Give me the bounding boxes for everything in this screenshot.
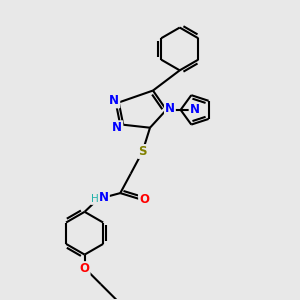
Text: H: H [91, 194, 99, 204]
Text: N: N [165, 102, 175, 115]
Text: S: S [138, 145, 147, 158]
Text: O: O [80, 262, 90, 275]
Text: N: N [109, 94, 119, 107]
Text: N: N [190, 103, 200, 116]
Text: N: N [99, 191, 109, 204]
Text: N: N [112, 121, 122, 134]
Text: O: O [139, 193, 149, 206]
